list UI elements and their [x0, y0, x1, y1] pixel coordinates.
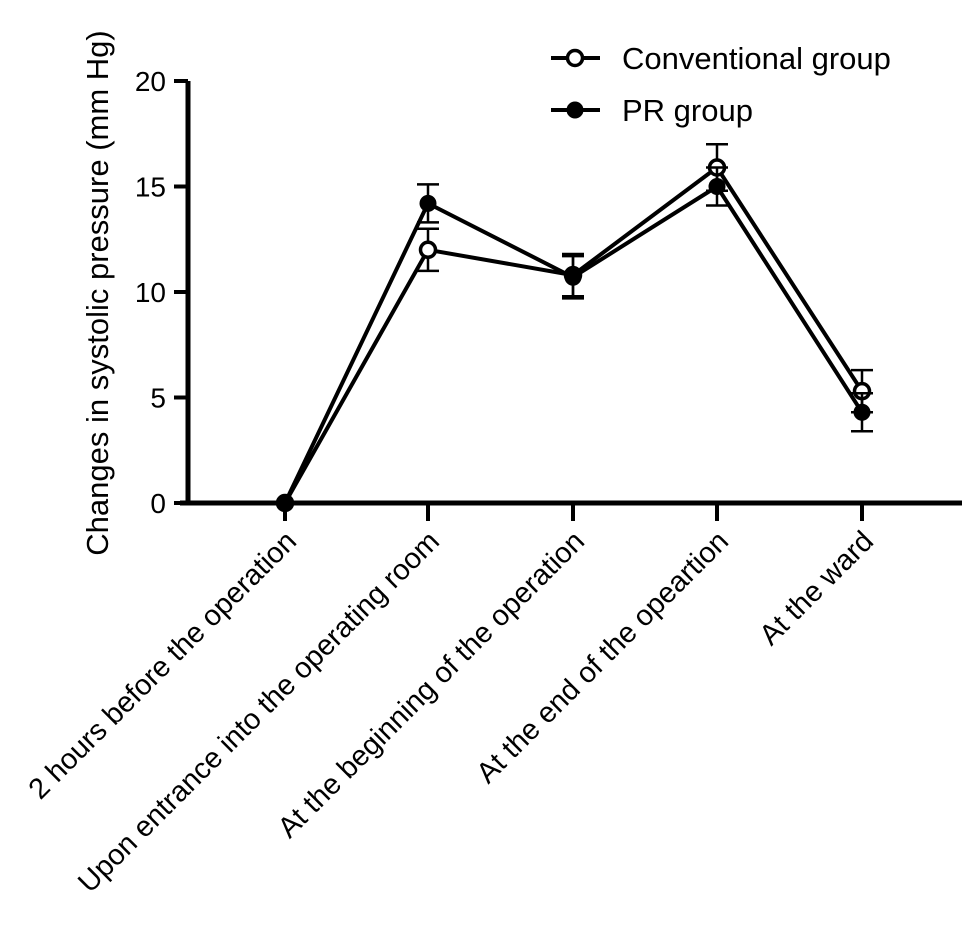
legend-label: PR group [622, 93, 753, 128]
x-tick-label: At the ward [754, 525, 880, 651]
y-tick-label: 15 [135, 172, 166, 203]
data-point [708, 178, 726, 195]
data-point [853, 403, 871, 421]
y-axis-label: Changes in systolic pressure (mm Hg) [80, 30, 115, 555]
data-point [276, 494, 294, 512]
y-tick-label: 5 [150, 383, 166, 414]
y-tick-label: 0 [150, 488, 166, 519]
series-layer [275, 143, 873, 513]
data-point [419, 194, 437, 212]
y-tick-label: 20 [135, 66, 166, 97]
data-point [564, 268, 582, 286]
data-point [418, 240, 438, 260]
filled-circle-icon [566, 101, 584, 119]
open-circle-icon [565, 48, 585, 68]
series-line [283, 184, 864, 504]
series-pr [276, 166, 873, 512]
x-tick-label: At the end of the opeartion [471, 525, 735, 789]
y-tick-label: 10 [135, 277, 166, 308]
x-tick-label: 2 hours before the operation [23, 525, 303, 805]
x-tick-label: At the beginning of the operation [272, 525, 591, 844]
legend: Conventional group PR group [551, 41, 891, 128]
series-line [283, 165, 864, 504]
legend-label: Conventional group [622, 41, 891, 76]
